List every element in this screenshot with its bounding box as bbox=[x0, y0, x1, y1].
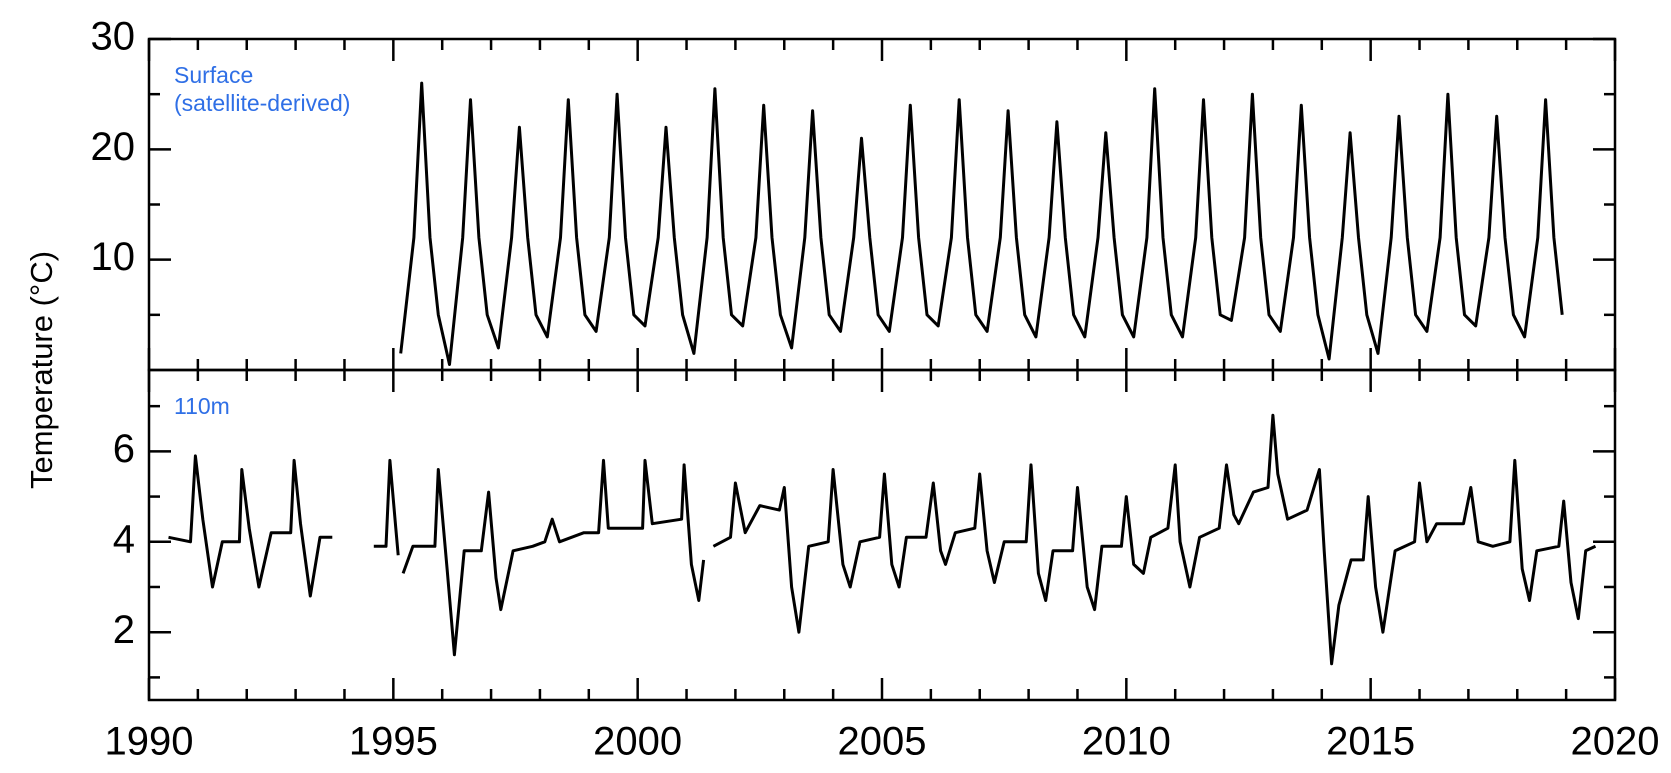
x-tick-label: 2005 bbox=[838, 720, 927, 764]
x-tick-label: 2000 bbox=[593, 720, 682, 764]
data-line bbox=[399, 81, 1564, 366]
y-tick-label: 20 bbox=[91, 125, 136, 169]
x-tick-label: 1990 bbox=[105, 720, 194, 764]
y-tick-label: 6 bbox=[113, 427, 135, 471]
y-tick-label: 10 bbox=[91, 235, 136, 279]
x-tick-label: 2010 bbox=[1082, 720, 1171, 764]
x-tick-label: 2020 bbox=[1571, 720, 1660, 764]
x-tick-label: 2015 bbox=[1326, 720, 1415, 764]
y-tick-label: 2 bbox=[113, 608, 135, 652]
annotation: (satellite-derived) bbox=[174, 90, 350, 116]
annotation: Surface bbox=[174, 62, 253, 88]
y-tick-label: 4 bbox=[113, 517, 135, 561]
x-tick-label: 1995 bbox=[349, 720, 438, 764]
y-axis-label: Temperature (°C) bbox=[24, 251, 59, 489]
y-tick-label: 30 bbox=[91, 15, 136, 59]
annotation: 110m bbox=[174, 393, 230, 419]
plot-frame bbox=[147, 368, 1617, 702]
data-line bbox=[168, 413, 1597, 666]
